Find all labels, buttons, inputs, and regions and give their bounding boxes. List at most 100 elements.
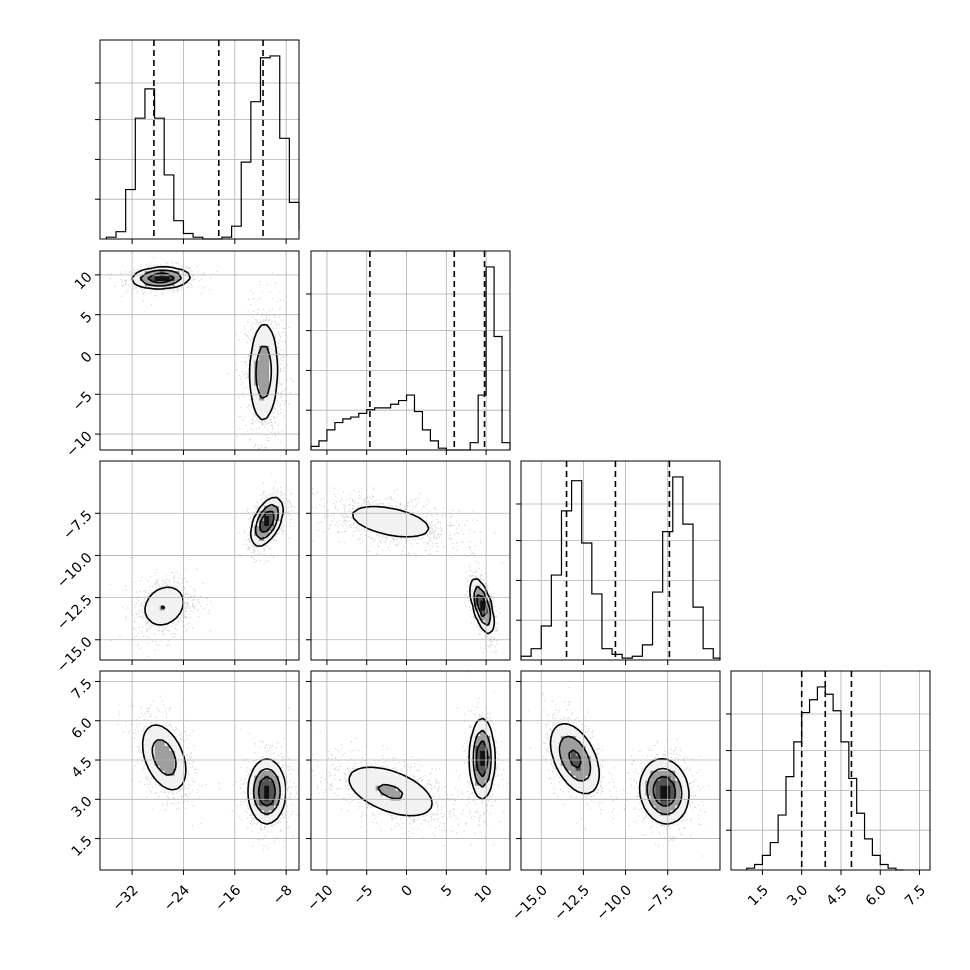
panel-frame: [310, 460, 511, 661]
density-cell: [174, 770, 180, 776]
density-cell: [144, 760, 151, 766]
density-cell: [405, 530, 411, 536]
density-cell: [565, 765, 572, 771]
y-tick-label: −12.5: [54, 592, 96, 634]
density-cell: [590, 785, 596, 791]
density-cell: [575, 740, 581, 746]
density-cell: [475, 770, 481, 776]
panel-content: [100, 257, 294, 449]
density-cell: [269, 770, 275, 776]
density-cell: [475, 725, 481, 731]
density-cell: [355, 785, 362, 791]
density-cell: [415, 525, 421, 531]
density-cell: [550, 750, 557, 756]
density-cell: [154, 760, 160, 766]
density-cell: [149, 760, 156, 766]
density-cell: [400, 775, 406, 781]
density-cell: [159, 740, 165, 746]
density-cell: [675, 770, 681, 776]
density-cell: [159, 775, 165, 781]
density-cell: [154, 605, 160, 611]
density-cell: [254, 405, 260, 411]
density-cell: [385, 790, 391, 796]
density-cell: [570, 780, 577, 786]
density-cell: [269, 395, 275, 401]
density-cell: [274, 810, 280, 816]
density-cell: [560, 730, 567, 736]
density-cell: [555, 725, 562, 731]
density-cell: [670, 775, 676, 781]
density-cell: [390, 515, 396, 521]
density-cell: [590, 780, 596, 786]
density-cell: [164, 775, 170, 781]
density-cell: [585, 740, 591, 746]
density-cell: [650, 765, 656, 771]
density-cell: [385, 515, 391, 521]
density-cell: [480, 600, 486, 606]
density-cell: [565, 745, 572, 751]
density-cell: [570, 765, 577, 771]
density-cell: [184, 275, 190, 282]
density-cell: [475, 605, 481, 611]
density-cell: [159, 730, 165, 736]
density-cell: [174, 745, 180, 751]
density-cell: [400, 785, 406, 791]
density-cell: [264, 790, 270, 796]
density-cell: [254, 765, 260, 771]
density-cell: [174, 590, 180, 596]
density-cell: [375, 800, 381, 806]
density-cell: [485, 630, 491, 636]
density-cell: [485, 785, 491, 791]
density-cell: [254, 395, 260, 401]
density-cell: [174, 280, 180, 287]
histogram-1: [310, 266, 511, 451]
density-cell: [560, 770, 567, 776]
density-cell: [680, 795, 686, 801]
density-cell: [490, 755, 496, 761]
density-cell: [375, 795, 381, 801]
density-cell: [254, 770, 260, 776]
density-cell: [415, 790, 421, 796]
density-cell: [375, 505, 381, 512]
density-cell: [680, 785, 686, 791]
density-cell: [269, 795, 275, 801]
density-cell: [395, 810, 401, 816]
density-cell: [590, 770, 596, 776]
x-tick-label: 1.5: [745, 882, 772, 909]
density-cell: [480, 765, 486, 771]
density-cell: [475, 720, 481, 727]
density-cell: [264, 335, 270, 341]
density-cell: [485, 765, 491, 771]
density-cell: [475, 760, 481, 766]
hist-panel-2: [516, 460, 721, 665]
density-cell: [370, 775, 376, 781]
y-tick-label: 6.0: [69, 715, 96, 742]
density-cell: [154, 750, 160, 756]
density-cell: [274, 495, 280, 502]
density-cell: [395, 805, 401, 811]
density-cell: [390, 530, 396, 536]
density-cell: [164, 605, 170, 611]
density-cell: [470, 740, 476, 746]
density-cell: [480, 740, 486, 746]
density-cell: [154, 735, 160, 741]
density-cell: [685, 790, 691, 796]
density-cell: [385, 800, 391, 806]
density-cell: [675, 800, 681, 806]
density-cell: [259, 400, 265, 406]
density-cell: [264, 375, 270, 381]
density-cell: [555, 740, 562, 746]
density-cell: [475, 750, 481, 756]
density-cell: [400, 790, 406, 796]
density-cell: [149, 275, 156, 282]
y-tick-label: −10.0: [54, 550, 96, 592]
density-cell: [410, 520, 416, 526]
density-cell: [410, 790, 416, 796]
contour-line: [141, 724, 287, 825]
density-cell: [575, 780, 581, 786]
density-cell: [249, 370, 255, 376]
contour-line: [558, 735, 683, 816]
density-cell: [655, 785, 661, 791]
density-cell: [670, 815, 676, 821]
density-cell: [264, 330, 270, 336]
